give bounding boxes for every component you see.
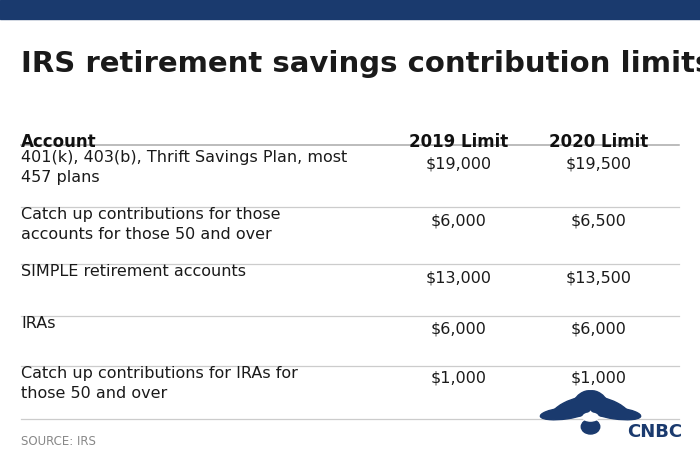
Ellipse shape [591,397,629,417]
Text: $6,000: $6,000 [430,321,486,336]
Ellipse shape [552,397,590,417]
Text: IRS retirement savings contribution limits: IRS retirement savings contribution limi… [21,50,700,78]
Text: 2020 Limit: 2020 Limit [549,133,648,151]
Text: 401(k), 403(b), Thrift Savings Plan, most
457 plans: 401(k), 403(b), Thrift Savings Plan, mos… [21,150,347,185]
Text: SIMPLE retirement accounts: SIMPLE retirement accounts [21,264,246,279]
Text: $6,000: $6,000 [570,321,626,336]
Text: Catch up contributions for IRAs for
those 50 and over: Catch up contributions for IRAs for thos… [21,366,298,401]
Ellipse shape [593,407,640,420]
Ellipse shape [540,407,588,420]
Text: $6,500: $6,500 [570,213,626,228]
Text: Catch up contributions for those
accounts for those 50 and over: Catch up contributions for those account… [21,207,281,242]
Text: SOURCE: IRS: SOURCE: IRS [21,435,96,447]
Text: $1,000: $1,000 [430,370,486,385]
Text: $6,000: $6,000 [430,213,486,228]
Text: $1,000: $1,000 [570,370,626,385]
Text: $19,500: $19,500 [566,156,631,171]
Text: 2019 Limit: 2019 Limit [409,133,508,151]
Text: $13,000: $13,000 [426,270,491,285]
Ellipse shape [585,391,610,416]
Text: Account: Account [21,133,97,151]
Text: $13,500: $13,500 [566,270,631,285]
Ellipse shape [581,419,600,434]
Text: CNBC: CNBC [627,423,682,441]
Ellipse shape [571,391,596,416]
Ellipse shape [583,413,598,421]
Text: IRAs: IRAs [21,316,55,331]
Text: $19,000: $19,000 [426,156,491,171]
